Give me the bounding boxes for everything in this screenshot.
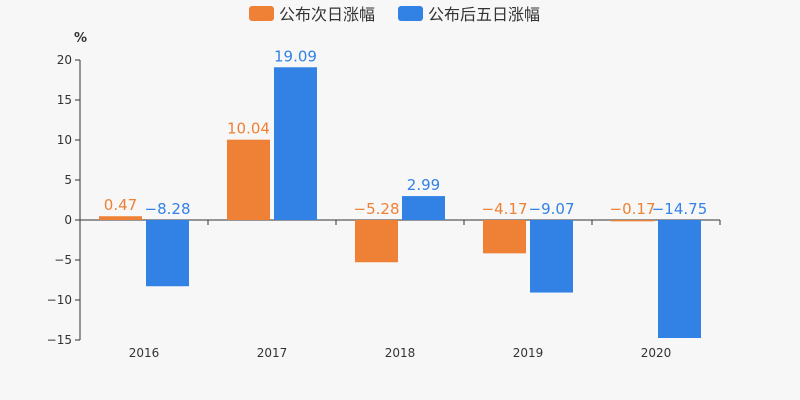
bar-series-2 — [402, 196, 445, 220]
y-tick-label: −15 — [47, 333, 72, 347]
y-tick-label: 0 — [64, 213, 72, 227]
data-label-series-2: 19.09 — [274, 47, 317, 65]
bar-series-1 — [99, 216, 142, 220]
y-axis-unit-label: % — [74, 31, 87, 46]
legend: 公布次日涨幅 公布后五日涨幅 — [249, 5, 540, 24]
x-tick-label: 2020 — [641, 346, 672, 360]
data-label-series-1: −0.17 — [610, 200, 656, 218]
y-tick-label: 15 — [57, 93, 72, 107]
x-tick-label: 2016 — [129, 346, 160, 360]
bar-series-1 — [355, 220, 398, 263]
data-label-series-1: 0.47 — [104, 196, 137, 214]
data-label-series-1: −5.28 — [354, 200, 400, 218]
bar-series-2 — [274, 67, 317, 220]
data-label-series-1: 10.04 — [227, 120, 270, 138]
y-tick-label: −10 — [47, 293, 72, 307]
data-label-series-2: −9.07 — [529, 200, 575, 218]
x-tick-label: 2018 — [385, 346, 416, 360]
legend-swatch-series-2 — [398, 6, 423, 21]
bar-series-1 — [611, 220, 654, 222]
bar-series-1 — [227, 139, 270, 220]
y-tick-label: 5 — [64, 173, 72, 187]
data-label-series-2: −8.28 — [145, 200, 191, 218]
data-label-series-2: 2.99 — [407, 176, 440, 194]
legend-swatch-series-1 — [249, 6, 274, 21]
bar-series-2 — [658, 220, 701, 338]
x-tick-label: 2017 — [257, 346, 288, 360]
y-tick-label: −5 — [54, 253, 72, 267]
data-label-series-2: −14.75 — [652, 200, 708, 218]
y-tick-label: 20 — [57, 53, 72, 67]
y-tick-label: 10 — [57, 133, 72, 147]
data-labels: 0.47 10.04 −5.28 −4.17 −0.17 −8.28 19.09 2.99 −9… — [104, 47, 707, 218]
bar-series-2 — [146, 220, 189, 287]
legend-label-series-2: 公布后五日涨幅 — [428, 5, 540, 24]
bar-series-1 — [483, 220, 526, 254]
bar-series-2 — [530, 220, 573, 293]
data-label-series-1: −4.17 — [482, 200, 528, 218]
y-axis: 20 15 10 5 0 −5 −10 −15 — [47, 53, 81, 347]
bars — [99, 67, 701, 338]
legend-label-series-1: 公布次日涨幅 — [279, 5, 375, 24]
x-tick-label: 2019 — [513, 346, 544, 360]
